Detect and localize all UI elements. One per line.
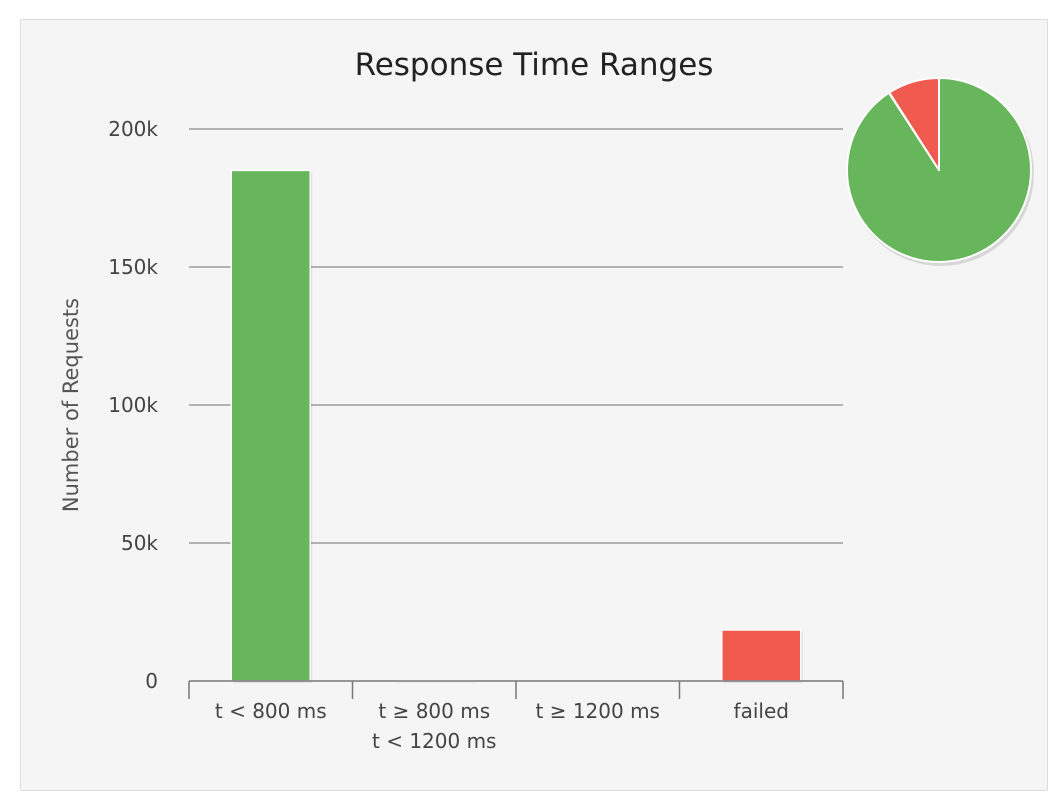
y-tick-label: 100k [108,393,158,417]
y-tick-label: 150k [108,255,158,279]
x-axis-labels: t < 800 ms t ≥ 800 ms t < 1200 ms t ≥ 1200 … [215,699,789,753]
inset-pie-chart [846,77,1034,266]
bar [721,629,802,682]
y-tick-label: 200k [108,117,158,141]
x-axis [188,680,844,699]
y-axis-ticks: 0 50k 100k 150k 200k [108,117,158,693]
y-tick-label: 50k [121,531,158,555]
bars [230,169,803,683]
x-tick-label: failed [734,699,789,723]
x-tick-label: t ≥ 800 ms t < 1200 ms [372,699,496,753]
chart-title: Response Time Ranges [355,47,714,83]
y-tick-label: 0 [145,669,158,693]
bar [230,169,311,682]
y-axis-title: Number of Requests [59,298,83,512]
x-tick-label: t < 800 ms [215,699,327,723]
pie-slice [888,77,940,171]
x-tick-label: t ≥ 1200 ms [536,699,660,723]
